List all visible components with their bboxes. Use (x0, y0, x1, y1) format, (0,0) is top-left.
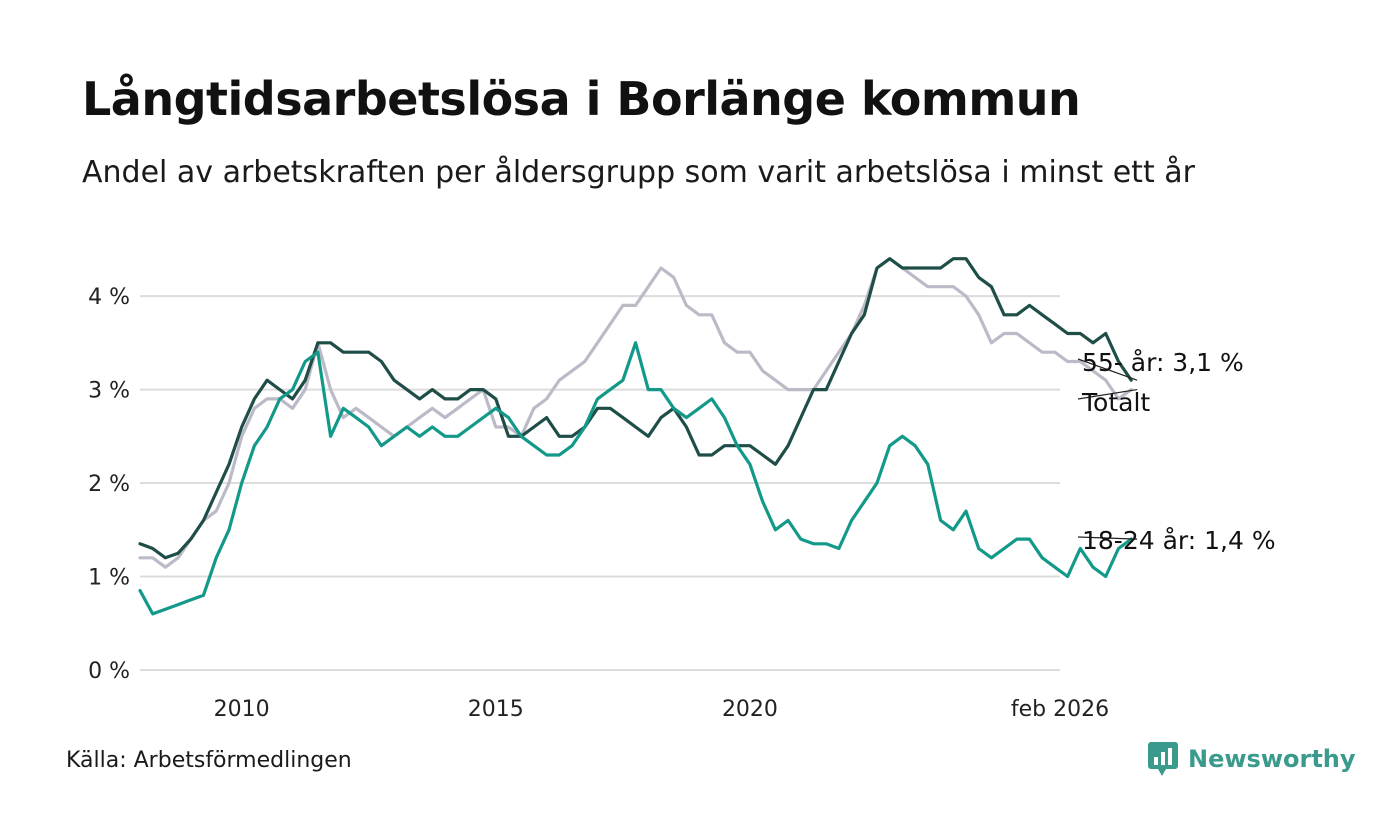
series-line-age55 (138, 257, 1133, 560)
chart-title: Långtidsarbetslösa i Borlänge kommun (82, 72, 1081, 126)
y-tick-label: 4 % (88, 285, 130, 310)
brand-logo[interactable]: Newsworthy (1148, 742, 1356, 776)
x-tick-label: 2015 (468, 697, 524, 722)
source-note: Källa: Arbetsförmedlingen (66, 748, 352, 773)
y-tick-label: 1 % (88, 566, 130, 591)
x-tick-label: 2020 (722, 697, 778, 722)
chart-subtitle: Andel av arbetskraften per åldersgrupp s… (82, 155, 1195, 190)
leader-line-totalt (1077, 388, 1138, 400)
leader-line-age1824 (1077, 536, 1138, 540)
y-tick-label: 3 % (88, 379, 130, 404)
x-tick-label: 2010 (214, 697, 270, 722)
y-tick-label: 0 % (88, 659, 130, 684)
series-label-age55: 55- år: 3,1 % (1082, 348, 1244, 377)
line-chart: 0 % 1 % 2 % 3 % 4 % 2010 2015 2020 feb 2026 Tot… (88, 257, 1276, 722)
series-label-age1824: 18-24 år: 1,4 % (1082, 526, 1276, 555)
x-tick-label: feb 2026 (1011, 697, 1109, 722)
y-tick-label: 2 % (88, 472, 130, 497)
newsworthy-logo-icon (1148, 742, 1178, 776)
series-line-age1824 (138, 341, 1133, 616)
series-label-totalt: Totalt (1081, 388, 1150, 417)
series-line-totalt (138, 257, 1133, 569)
brand-name: Newsworthy (1188, 745, 1356, 773)
leader-line-age55 (1077, 358, 1138, 381)
